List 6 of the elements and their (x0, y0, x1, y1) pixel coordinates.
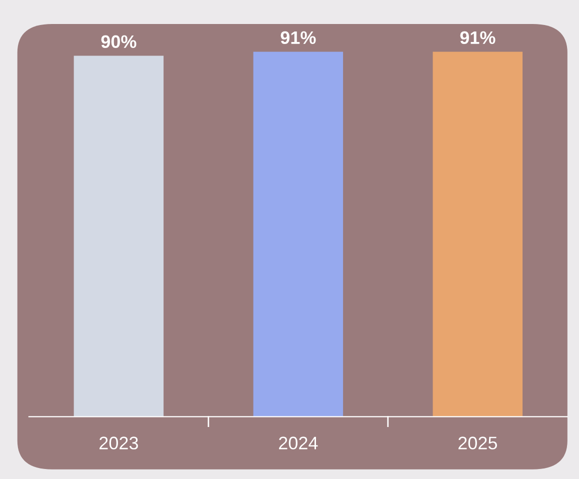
data-label: 90% (101, 35, 136, 48)
data-label: 91% (280, 31, 316, 44)
x-tick-label: 2023 (100, 436, 138, 450)
x-tick-label: 2024 (279, 436, 318, 450)
x-tick-label: 2025 (458, 436, 498, 450)
data-label: 91% (460, 31, 496, 44)
